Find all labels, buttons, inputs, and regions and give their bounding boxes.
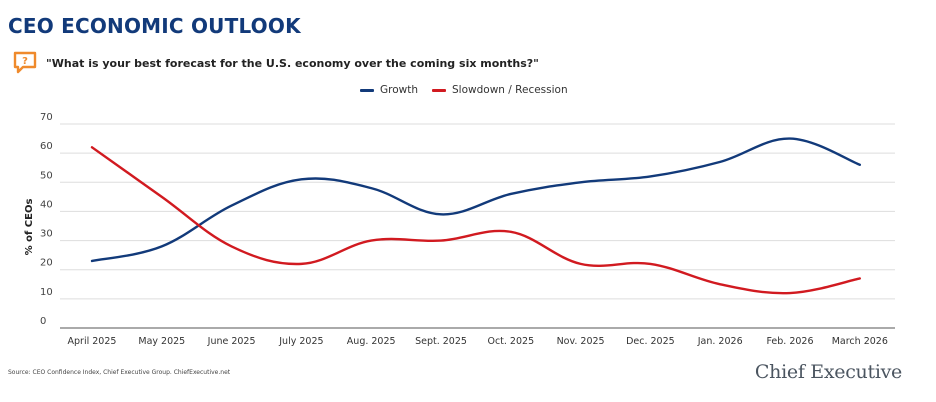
chart-legend: Growth Slowdown / Recession [360, 84, 582, 96]
y-tick-label: 60 [40, 141, 53, 152]
series-lines [90, 137, 861, 295]
source-note: Source: CEO Confidence Index, Chief Exec… [8, 369, 231, 376]
x-tick-label: Sept. 2025 [415, 336, 467, 347]
gridlines [60, 123, 895, 329]
x-tick-label: Dec. 2025 [626, 336, 675, 347]
y-tick-label: 50 [40, 170, 53, 181]
series-line-slowdown-recession [90, 146, 861, 295]
y-tick-label: 30 [40, 229, 53, 240]
x-tick-label: March 2026 [832, 336, 888, 347]
y-axis-label: % of CEOs [24, 199, 35, 256]
x-tick-label: April 2025 [68, 336, 117, 347]
x-tick-label: July 2025 [278, 336, 323, 347]
x-tick-label: Aug. 2025 [347, 336, 396, 347]
legend-item-growth: Growth [360, 84, 418, 96]
x-tick-label: June 2025 [207, 336, 256, 347]
survey-question-row: ? "What is your best forecast for the U.… [12, 50, 539, 76]
y-tick-label: 20 [40, 258, 53, 269]
legend-label-slowdown: Slowdown / Recession [452, 84, 568, 96]
legend-item-slowdown: Slowdown / Recession [432, 84, 568, 96]
legend-swatch-growth [360, 88, 374, 92]
x-tick-label: Jan. 2026 [697, 336, 743, 347]
legend-label-growth: Growth [380, 84, 419, 96]
y-tick-label: 70 [40, 112, 53, 123]
x-axis-ticks: April 2025 May 2025 June 2025 July 2025 Aug.… [68, 336, 888, 347]
survey-question: "What is your best forecast for the U.S.… [46, 56, 539, 70]
series-line-growth [90, 137, 861, 263]
x-tick-label: Nov. 2025 [557, 336, 605, 347]
chart-title: CEO ECONOMIC OUTLOOK [8, 14, 301, 38]
brand-logo: Chief Executive [754, 361, 902, 383]
svg-text:?: ? [22, 56, 28, 67]
legend-swatch-slowdown [432, 88, 447, 92]
x-tick-label: Oct. 2025 [487, 336, 534, 347]
y-axis-ticks: 0 10 20 30 40 50 60 70 [40, 112, 53, 327]
x-tick-label: May 2025 [138, 336, 185, 347]
question-speech-bubble-icon: ? [13, 51, 37, 74]
y-tick-label: 40 [40, 199, 53, 210]
y-tick-label: 0 [40, 316, 46, 327]
x-tick-label: Feb. 2026 [766, 336, 813, 347]
y-tick-label: 10 [40, 287, 53, 298]
